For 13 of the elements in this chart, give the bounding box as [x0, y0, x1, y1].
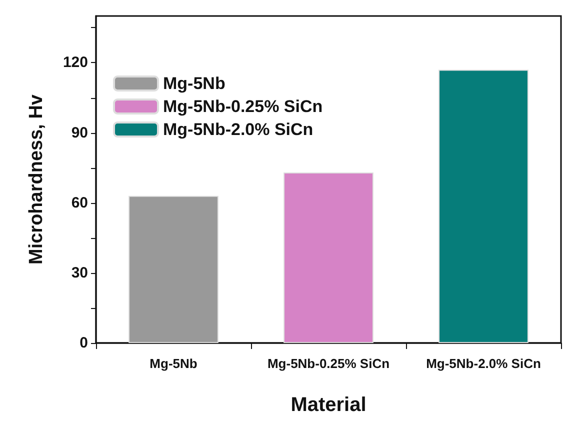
- legend-label: Mg-5Nb-0.25% SiCn: [163, 97, 323, 116]
- y-tick-label: 90: [71, 124, 88, 142]
- x-tick-label: Mg-5Nb: [150, 356, 198, 371]
- y-tick-label: 30: [71, 264, 88, 282]
- legend-label: Mg-5Nb: [163, 74, 226, 93]
- y-tick-label: 120: [62, 54, 88, 72]
- y-tick-label: 60: [71, 194, 88, 212]
- x-tick-label: Mg-5Nb-2.0% SiCn: [426, 356, 541, 371]
- x-tick-label: Mg-5Nb-0.25% SiCn: [267, 356, 390, 371]
- x-axis-title: Material: [290, 394, 366, 416]
- legend-label: Mg-5Nb-2.0% SiCn: [163, 120, 314, 139]
- y-axis-title: Microhardness, Hv: [26, 94, 47, 264]
- y-tick-label: 0: [80, 334, 88, 352]
